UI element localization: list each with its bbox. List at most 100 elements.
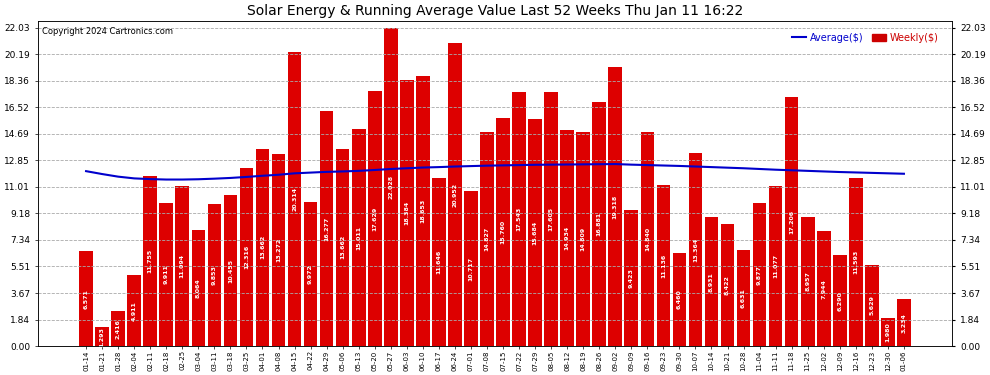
Bar (833, 255, 846, 346)
Bar (271, 154, 285, 346)
Bar (351, 129, 365, 346)
Text: 9.423: 9.423 (629, 268, 634, 288)
Text: 15.760: 15.760 (501, 220, 506, 244)
Text: 13.364: 13.364 (693, 237, 698, 262)
Text: 6.571: 6.571 (83, 289, 88, 309)
Text: 20.952: 20.952 (452, 183, 457, 207)
Bar (817, 231, 831, 346)
Bar (689, 153, 702, 346)
Bar (128, 275, 141, 346)
Bar (320, 111, 334, 346)
Bar (480, 132, 494, 346)
Bar (865, 265, 879, 346)
Bar (721, 224, 735, 346)
Bar (432, 178, 446, 346)
Bar (785, 97, 799, 346)
Bar (95, 327, 109, 346)
Text: 1.980: 1.980 (885, 322, 890, 342)
Bar (304, 202, 318, 346)
Bar (737, 250, 750, 346)
Bar (609, 67, 622, 346)
Bar (544, 92, 558, 346)
Bar (672, 253, 686, 346)
Text: 15.011: 15.011 (356, 225, 361, 250)
Text: 15.684: 15.684 (533, 220, 538, 245)
Text: 17.629: 17.629 (372, 207, 377, 231)
Bar (255, 148, 269, 346)
Title: Solar Energy & Running Average Value Last 52 Weeks Thu Jan 11 16:22: Solar Energy & Running Average Value Las… (247, 4, 743, 18)
Bar (881, 318, 895, 346)
Text: 13.272: 13.272 (276, 238, 281, 262)
Text: 11.593: 11.593 (853, 250, 858, 274)
Bar (496, 118, 510, 346)
Bar (592, 102, 606, 346)
Text: 8.422: 8.422 (725, 275, 730, 295)
Text: 14.840: 14.840 (644, 227, 649, 251)
Bar (224, 195, 238, 346)
Text: 20.314: 20.314 (292, 187, 297, 211)
Bar (175, 186, 189, 346)
Bar (801, 217, 815, 346)
Text: 22.028: 22.028 (388, 175, 393, 199)
Bar (159, 203, 173, 346)
Text: 17.206: 17.206 (789, 210, 794, 234)
Text: 12.316: 12.316 (244, 245, 248, 269)
Text: 17.543: 17.543 (517, 207, 522, 231)
Text: 14.934: 14.934 (564, 226, 569, 250)
Text: 9.853: 9.853 (212, 265, 217, 285)
Bar (625, 210, 639, 346)
Text: 11.094: 11.094 (180, 254, 185, 278)
Text: 8.957: 8.957 (805, 272, 810, 291)
Bar (512, 92, 526, 346)
Text: 6.290: 6.290 (838, 291, 842, 310)
Bar (240, 168, 253, 346)
Text: 10.455: 10.455 (228, 258, 233, 283)
Text: 3.234: 3.234 (902, 313, 907, 333)
Text: 13.662: 13.662 (260, 235, 265, 260)
Text: 13.662: 13.662 (341, 235, 346, 260)
Text: 17.605: 17.605 (548, 207, 553, 231)
Text: 4.911: 4.911 (132, 301, 137, 321)
Bar (400, 80, 414, 346)
Text: 14.809: 14.809 (581, 227, 586, 251)
Bar (368, 91, 381, 346)
Text: 16.881: 16.881 (597, 212, 602, 236)
Text: 18.653: 18.653 (421, 199, 426, 223)
Bar (769, 186, 782, 346)
Text: 14.827: 14.827 (484, 227, 489, 251)
Bar (560, 130, 574, 346)
Text: 9.877: 9.877 (757, 265, 762, 285)
Bar (752, 203, 766, 346)
Legend: Average($), Weekly($): Average($), Weekly($) (788, 29, 942, 46)
Text: 16.277: 16.277 (324, 216, 329, 241)
Bar (208, 204, 221, 346)
Text: 19.318: 19.318 (613, 194, 618, 219)
Bar (849, 178, 862, 346)
Text: 8.064: 8.064 (196, 278, 201, 298)
Text: Copyright 2024 Cartronics.com: Copyright 2024 Cartronics.com (43, 27, 173, 36)
Text: 11.077: 11.077 (773, 254, 778, 278)
Text: 8.931: 8.931 (709, 272, 714, 291)
Text: 7.944: 7.944 (822, 279, 827, 298)
Bar (191, 230, 205, 346)
Bar (288, 53, 301, 346)
Bar (144, 176, 157, 346)
Bar (529, 119, 542, 346)
Text: 18.384: 18.384 (404, 201, 409, 225)
Bar (656, 185, 670, 346)
Bar (111, 311, 125, 346)
Text: 1.293: 1.293 (100, 327, 105, 347)
Text: 11.755: 11.755 (148, 249, 152, 273)
Bar (641, 132, 654, 346)
Text: 9.972: 9.972 (308, 264, 313, 284)
Bar (448, 43, 461, 346)
Text: 6.460: 6.460 (677, 290, 682, 309)
Bar (705, 217, 719, 346)
Text: 6.631: 6.631 (742, 288, 746, 308)
Text: 9.911: 9.911 (163, 264, 168, 284)
Bar (384, 27, 398, 346)
Bar (416, 76, 430, 346)
Text: 11.136: 11.136 (661, 254, 666, 278)
Bar (336, 148, 349, 346)
Text: 11.646: 11.646 (437, 250, 442, 274)
